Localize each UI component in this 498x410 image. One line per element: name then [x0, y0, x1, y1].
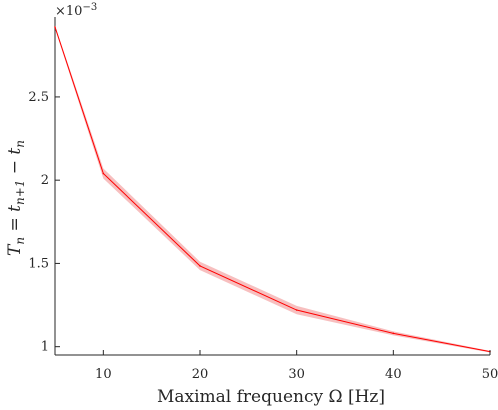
y-tick-label: 1	[41, 340, 49, 355]
svg-text:Tn = tn+1 − tn: Tn = tn+1 − tn	[5, 140, 27, 256]
series-line-layer	[54, 26, 491, 353]
x-tick-label: 40	[385, 367, 402, 382]
y-tick-label: 2.5	[28, 90, 49, 105]
confidence-band	[55, 25, 490, 353]
x-axis-label: Maximal frequency Ω [Hz]	[157, 387, 385, 407]
tick-layer: 10 20 30 40 50 1 1.5 2 2.5	[28, 90, 498, 382]
y-tick-label: 2	[41, 173, 49, 188]
series-line	[54, 26, 491, 353]
confidence-band-layer	[55, 25, 490, 353]
data-point	[295, 309, 298, 311]
x-tick-label: 20	[192, 367, 209, 382]
axes	[54, 17, 490, 356]
data-point	[392, 332, 395, 335]
x-tick-label: 50	[482, 367, 498, 382]
y-axis-label: Tn = tn+1 − tn	[5, 140, 27, 256]
x-tick-label: 10	[95, 367, 112, 382]
y-tick-label: 1.5	[28, 256, 49, 271]
x-tick-label: 30	[288, 367, 305, 382]
data-point	[102, 172, 105, 175]
y-multiplier-label: ×10−3	[55, 2, 97, 19]
data-point	[54, 26, 56, 28]
data-point	[199, 265, 201, 267]
